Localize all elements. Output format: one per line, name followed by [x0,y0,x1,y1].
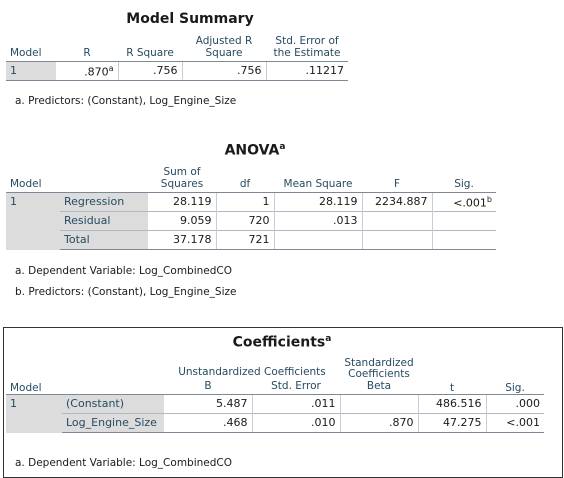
col-label [62,358,164,395]
anova-footnote-b: b. Predictors: (Constant), Log_Engine_Si… [15,286,237,298]
model-summary-footnote: a. Predictors: (Constant), Log_Engine_Si… [15,95,237,107]
table-row: 1 (Constant) 5.487 .011 486.516 .000 [6,394,544,433]
col-f: F [362,166,432,193]
col-r: R [56,35,118,62]
row-label: Residual [60,211,148,231]
sig-cell [431,211,496,231]
col-std-error: Std. Error of the Estimate [266,35,348,62]
col-model: Model [6,358,62,395]
col-model: Model [6,166,60,193]
col-mean-square: Mean Square [274,166,362,193]
r-square-cell: .756 [117,61,182,81]
model-summary-table: Model R R Square Adjusted R Square Std. E… [6,35,348,81]
b-cell: 5.487 [164,394,252,414]
col-df: df [216,166,274,193]
anova-footnote-a: a. Dependent Variable: Log_CombinedCO [15,265,233,277]
model-cell: 1 [6,61,56,81]
row-label: Regression [60,192,148,212]
col-r-square: R Square [118,35,182,62]
col-sig: Sig. [486,358,544,395]
model-cell: 1 [6,192,60,250]
row-label: (Constant) [62,394,164,414]
anova-title: ANOVAa [224,142,286,159]
col-sig: Sig. [432,166,496,193]
f-cell [361,230,432,250]
sig-cell: .000 [485,394,544,414]
ss-cell: 9.059 [148,211,216,231]
f-cell: 2234.887 [361,192,432,212]
group-standardized: Standardized Coefficients [344,357,414,380]
col-t: t [418,358,486,395]
table-row: 1 .870a .756 .756 .11217 [6,61,348,81]
df-cell: 720 [215,211,274,231]
sig-cell: <.001 [485,413,544,433]
beta-cell: .870 [339,413,418,433]
ms-cell: .013 [273,211,362,231]
df-cell: 721 [215,230,274,250]
col-std-error: Std. Error [252,380,340,395]
coefficients-title: Coefficientsa [232,334,332,351]
group-unstandardized: Unstandardized Coefficients [178,366,326,378]
ms-cell [273,230,362,250]
std-error-cell: .11217 [265,61,348,81]
f-cell [361,211,432,231]
table-row: Total 37.178 721 [6,230,496,250]
ms-cell: 28.119 [273,192,362,212]
ss-cell: 28.119 [148,192,216,212]
table-row: 1 Regression 28.119 1 28.119 2234.887 <.… [6,192,496,250]
t-cell: 486.516 [417,394,486,414]
ss-cell: 37.178 [148,230,216,250]
df-cell: 1 [215,192,274,212]
se-cell: .011 [251,394,340,414]
b-cell: .468 [164,413,252,433]
row-label: Total [60,230,148,250]
coefficients-footnote: a. Dependent Variable: Log_CombinedCO [15,457,233,469]
beta-cell [339,394,418,414]
t-cell: 47.275 [417,413,486,433]
anova-table: Model Sum of Squares df Mean Square F Sig… [6,166,496,250]
col-label [60,166,148,193]
col-beta: Beta [340,380,418,395]
se-cell: .010 [251,413,340,433]
r-cell: .870a [56,61,118,81]
row-label: Log_Engine_Size [62,413,164,433]
table-row: Log_Engine_Size .468 .010 .870 47.275 <.… [6,413,544,433]
sig-cell: <.001b [431,192,496,212]
table-row: Residual 9.059 720 .013 [6,211,496,231]
sig-cell [431,230,496,250]
model-summary-title: Model Summary [126,11,254,27]
coefficients-table: Model Unstandardized Coefficients Standa… [6,358,544,433]
col-sum-of-squares: Sum of Squares [148,166,216,193]
col-b: B [164,380,252,395]
adj-r-square-cell: .756 [181,61,266,81]
col-model: Model [6,35,56,62]
col-adj-r-square: Adjusted R Square [182,35,266,62]
model-cell: 1 [6,394,62,433]
